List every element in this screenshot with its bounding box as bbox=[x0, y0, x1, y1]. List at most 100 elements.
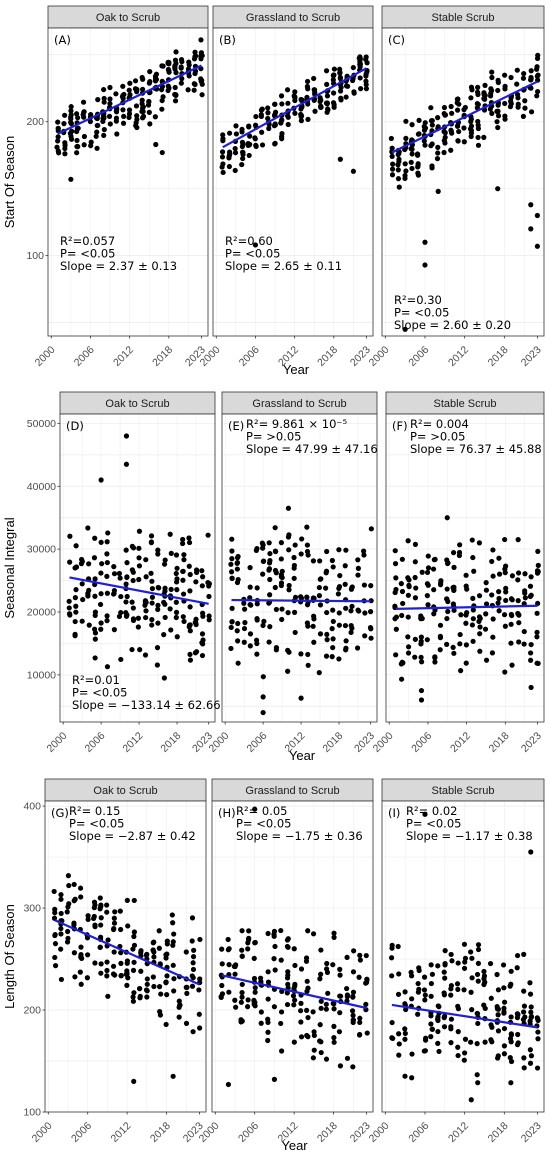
data-point bbox=[192, 54, 198, 60]
data-point bbox=[483, 601, 490, 607]
data-point bbox=[111, 571, 118, 577]
data-point bbox=[241, 600, 247, 606]
data-point bbox=[101, 132, 107, 139]
data-point bbox=[450, 601, 456, 607]
data-point bbox=[232, 997, 238, 1003]
data-point bbox=[152, 78, 159, 84]
data-point bbox=[331, 66, 338, 72]
panel-letter: (C) bbox=[388, 33, 405, 47]
data-point bbox=[528, 641, 534, 648]
data-point bbox=[528, 226, 534, 232]
data-point bbox=[458, 612, 464, 618]
data-point bbox=[55, 134, 61, 140]
data-point bbox=[415, 1011, 421, 1017]
data-point bbox=[318, 947, 324, 953]
data-point bbox=[124, 958, 131, 964]
data-point bbox=[150, 947, 156, 953]
data-point bbox=[342, 622, 349, 629]
data-point bbox=[137, 986, 143, 992]
data-point bbox=[441, 137, 447, 144]
data-point bbox=[120, 120, 127, 126]
data-point bbox=[183, 949, 189, 955]
data-point bbox=[435, 1040, 441, 1046]
data-point bbox=[90, 915, 97, 922]
x-tick-label: 2000 bbox=[367, 1120, 392, 1145]
data-point bbox=[234, 566, 240, 572]
data-point bbox=[170, 939, 176, 945]
data-point bbox=[104, 613, 110, 619]
data-point bbox=[494, 971, 500, 978]
data-point bbox=[351, 948, 357, 954]
data-point bbox=[189, 938, 195, 944]
data-point bbox=[403, 168, 409, 174]
data-point bbox=[457, 631, 463, 638]
data-point bbox=[171, 976, 177, 982]
data-point bbox=[74, 126, 81, 132]
data-point bbox=[164, 951, 170, 957]
data-point bbox=[389, 973, 395, 979]
data-point bbox=[409, 151, 415, 157]
stats-line-2: P= >0.05 bbox=[410, 430, 465, 444]
data-point bbox=[331, 1039, 337, 1045]
stats-line-1: R²= 0.004 bbox=[410, 417, 469, 431]
data-point bbox=[186, 563, 192, 569]
data-point bbox=[85, 525, 91, 531]
data-point bbox=[65, 928, 71, 935]
data-point bbox=[131, 933, 137, 940]
data-point bbox=[428, 993, 434, 999]
data-point bbox=[495, 77, 501, 83]
data-point bbox=[395, 167, 401, 173]
data-point bbox=[454, 981, 461, 987]
data-point bbox=[161, 675, 167, 681]
data-point bbox=[331, 104, 337, 110]
data-point bbox=[489, 1039, 495, 1045]
data-point bbox=[516, 612, 522, 618]
data-point bbox=[120, 107, 126, 113]
data-point bbox=[432, 655, 438, 661]
data-point bbox=[422, 120, 428, 126]
data-point bbox=[101, 86, 107, 93]
data-point bbox=[495, 1053, 501, 1059]
data-point bbox=[515, 598, 521, 604]
data-point bbox=[336, 622, 342, 628]
data-point bbox=[405, 592, 411, 598]
data-point bbox=[97, 895, 103, 901]
data-point bbox=[92, 960, 98, 966]
data-point bbox=[84, 975, 90, 981]
data-point bbox=[85, 952, 91, 958]
data-point bbox=[74, 143, 81, 149]
data-point bbox=[329, 626, 335, 632]
data-point bbox=[461, 139, 467, 145]
data-point bbox=[107, 121, 113, 127]
data-point bbox=[416, 986, 422, 992]
data-point bbox=[395, 991, 402, 997]
data-point bbox=[104, 902, 110, 908]
data-point bbox=[303, 955, 310, 961]
data-point bbox=[421, 987, 428, 993]
data-point bbox=[291, 946, 297, 952]
data-point bbox=[252, 985, 258, 991]
panel-letter: (B) bbox=[219, 33, 236, 47]
data-point bbox=[463, 572, 469, 578]
data-point bbox=[148, 533, 155, 539]
data-point bbox=[73, 587, 79, 593]
data-point bbox=[185, 87, 191, 93]
data-point bbox=[429, 122, 435, 128]
data-point bbox=[362, 633, 368, 639]
data-point bbox=[135, 624, 141, 630]
data-point bbox=[494, 119, 500, 125]
data-point bbox=[118, 656, 124, 663]
data-point bbox=[163, 979, 169, 985]
data-point bbox=[362, 610, 368, 616]
data-point bbox=[461, 125, 467, 131]
data-point bbox=[317, 98, 323, 105]
x-tick-label: 2018 bbox=[315, 1120, 340, 1145]
data-point bbox=[508, 1014, 514, 1020]
data-point bbox=[482, 1039, 488, 1045]
data-point bbox=[396, 1041, 402, 1047]
data-point bbox=[418, 687, 425, 694]
data-point bbox=[356, 974, 362, 980]
data-point bbox=[164, 992, 170, 998]
